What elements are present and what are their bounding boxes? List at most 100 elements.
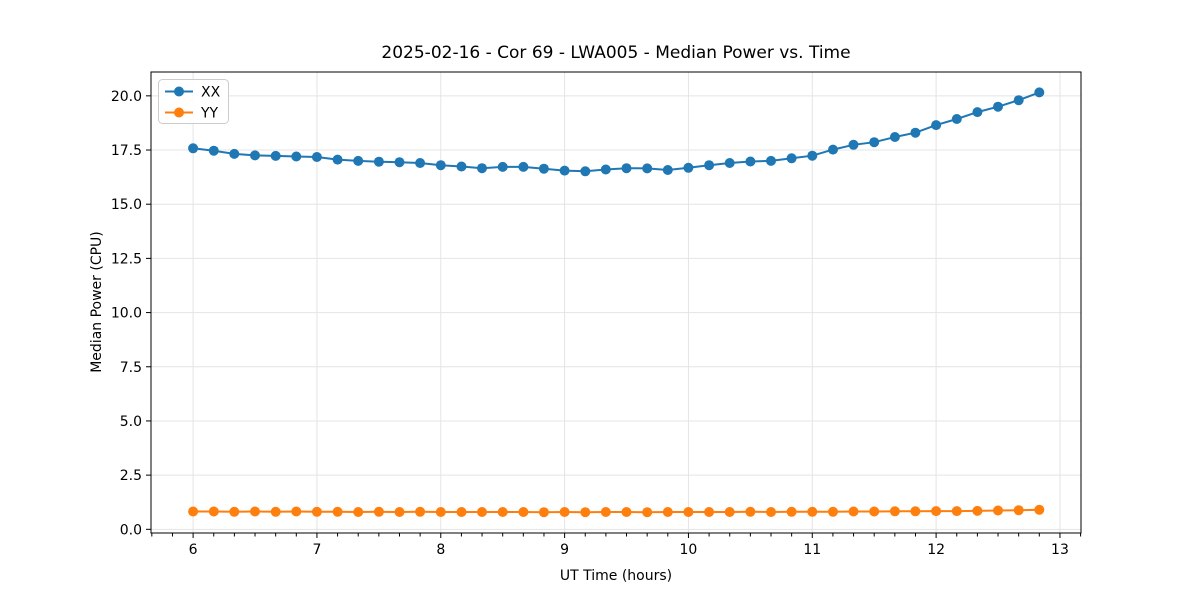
data-point-YY	[332, 506, 343, 517]
data-point-YY	[559, 507, 570, 517]
y-tick-label: 7.5	[120, 360, 142, 376]
data-point-YY	[291, 506, 302, 517]
data-point-XX	[332, 154, 343, 165]
y-tick-label: 10.0	[111, 306, 142, 322]
data-point-YY	[993, 505, 1003, 516]
x-tick-label: 12	[927, 542, 945, 558]
x-axis-label: UT Time (hours)	[559, 568, 673, 584]
data-point-XX	[766, 155, 776, 166]
data-point-XX	[704, 160, 715, 171]
data-point-XX	[889, 132, 900, 142]
data-point-YY	[518, 507, 529, 517]
axis-ticks: 6 7 8 9 10 11 12 13 0.0 2.5 5.0 7.5 10.0 12.5 15.0 17.5…	[111, 89, 1082, 558]
data-point-XX	[621, 163, 632, 174]
data-point-YY	[600, 507, 611, 517]
y-tick-label: 2.5	[120, 468, 142, 484]
data-point-XX	[993, 101, 1003, 112]
data-point-XX	[580, 166, 591, 177]
data-point-XX	[828, 144, 838, 155]
x-tick-label: 10	[680, 542, 698, 558]
data-point-XX	[972, 107, 983, 118]
series-XX	[188, 87, 1045, 177]
data-point-XX	[786, 153, 797, 164]
legend: XX YY	[158, 79, 229, 124]
data-point-YY	[1013, 505, 1024, 516]
data-point-YY	[415, 506, 426, 517]
chart-title: 2025-02-16 - Cor 69 - LWA005 - Median Po…	[381, 43, 851, 63]
data-point-XX	[477, 163, 487, 174]
y-tick-label: 15.0	[111, 197, 142, 213]
data-point-XX	[518, 161, 529, 172]
data-point-YY	[311, 506, 322, 517]
data-point-XX	[662, 165, 673, 175]
y-tick-label: 5.0	[120, 414, 142, 430]
data-point-XX	[683, 162, 694, 173]
data-point-YY	[683, 507, 694, 517]
data-point-YY	[188, 506, 199, 517]
data-point-YY	[786, 506, 797, 517]
data-point-XX	[1013, 95, 1024, 106]
grid	[151, 72, 1081, 533]
data-point-YY	[642, 507, 653, 518]
data-point-XX	[415, 158, 426, 168]
data-point-YY	[724, 507, 735, 517]
data-point-YY	[951, 506, 962, 517]
data-point-XX	[931, 120, 942, 131]
y-axis-label: Median Power (CPU)	[89, 231, 105, 373]
data-point-XX	[353, 155, 364, 166]
data-point-XX	[188, 143, 199, 154]
data-point-XX	[270, 150, 281, 161]
legend-entry-YY: YY	[165, 106, 219, 122]
data-point-XX	[807, 150, 818, 161]
data-point-YY	[497, 507, 508, 517]
data-point-YY	[477, 507, 487, 517]
data-point-XX	[229, 148, 240, 159]
data-point-YY	[807, 506, 818, 517]
data-point-XX	[848, 139, 859, 150]
x-tick-label: 13	[1051, 542, 1069, 558]
data-point-YY	[435, 507, 446, 517]
data-point-XX	[951, 114, 962, 124]
data-point-XX	[394, 157, 405, 168]
data-point-YY	[848, 506, 859, 517]
data-point-YY	[229, 506, 240, 517]
data-point-YY	[745, 506, 756, 517]
data-point-XX	[311, 152, 322, 162]
data-point-XX	[456, 161, 467, 172]
legend-marker-icon	[174, 107, 184, 118]
data-point-XX	[600, 164, 611, 175]
legend-label: XX	[201, 85, 221, 101]
y-tick-label: 0.0	[120, 522, 142, 538]
y-tick-label: 20.0	[111, 89, 142, 105]
legend-label: YY	[200, 106, 219, 122]
data-point-YY	[580, 507, 591, 518]
x-tick-label: 9	[560, 542, 569, 558]
data-point-XX	[1034, 87, 1045, 98]
data-point-YY	[889, 506, 900, 517]
data-point-YY	[353, 507, 364, 517]
data-point-YY	[394, 507, 405, 517]
data-point-YY	[456, 507, 467, 517]
x-tick-label: 8	[436, 542, 445, 558]
legend-marker-icon	[174, 86, 184, 97]
data-point-YY	[869, 506, 880, 517]
data-point-YY	[373, 506, 384, 517]
data-point-XX	[910, 127, 921, 138]
data-point-XX	[559, 165, 570, 176]
data-point-YY	[910, 506, 921, 517]
x-tick-label: 7	[312, 542, 321, 558]
series-YY	[188, 504, 1045, 518]
data-point-XX	[208, 145, 219, 156]
axes-frame	[150, 71, 1082, 534]
y-tick-label: 12.5	[111, 251, 142, 267]
x-tick-label: 11	[803, 542, 821, 558]
data-point-XX	[250, 150, 260, 161]
data-point-YY	[704, 507, 715, 517]
data-point-XX	[497, 161, 508, 172]
data-point-XX	[538, 163, 549, 174]
data-point-XX	[291, 151, 302, 162]
data-point-XX	[724, 158, 735, 168]
data-point-YY	[662, 507, 673, 517]
